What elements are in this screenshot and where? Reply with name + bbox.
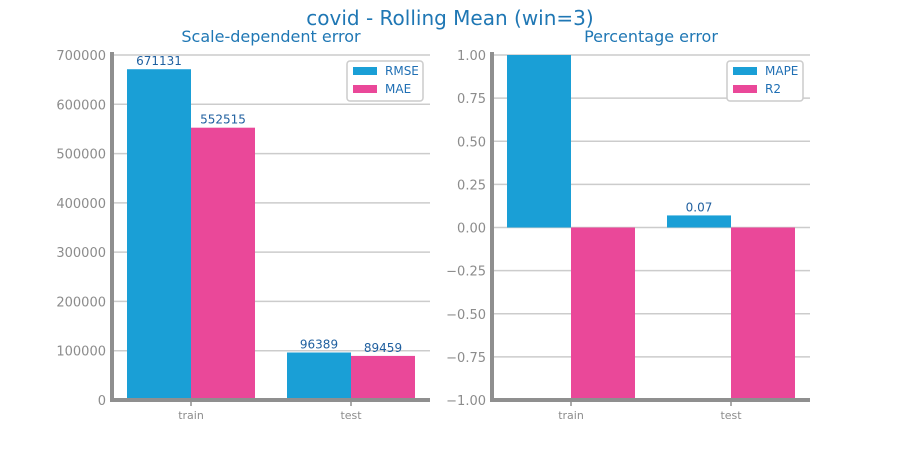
bar-mae-train (191, 127, 255, 401)
bar-r2-test (731, 227, 795, 400)
y-tick-label: 100000 (56, 345, 106, 360)
data-label: 552515 (200, 113, 246, 127)
bar-mae-test (351, 355, 415, 400)
y-tick-label: 200000 (56, 295, 106, 310)
legend-swatch (733, 67, 757, 75)
x-tick-label: test (720, 409, 742, 422)
y-tick-label: 0.25 (457, 178, 486, 193)
data-label: 0.07 (686, 200, 713, 214)
y-tick-label: 1.00 (457, 49, 486, 64)
legend: RMSE MAE (346, 60, 424, 102)
bar-rmse-test (287, 352, 351, 400)
legend-label: RMSE (385, 64, 419, 78)
chart-title: Percentage error (584, 27, 718, 46)
bar-rmse-train (127, 69, 191, 400)
legend-label: MAPE (765, 64, 798, 78)
legend-swatch (353, 85, 377, 93)
percentage-error-chart: Percentage error −1.00 −0.75 −0.50 −0.25 0.0… (446, 27, 810, 422)
y-tick-label: −0.50 (446, 308, 486, 323)
y-tick-label: −1.00 (446, 394, 486, 409)
y-tick-label: 0.50 (457, 135, 486, 150)
legend-swatch (733, 85, 757, 93)
y-tick-label: −0.25 (446, 265, 486, 280)
x-tick-label: test (340, 409, 362, 422)
y-tick-label: 300000 (56, 246, 106, 261)
y-tick-label: 0.00 (457, 222, 486, 237)
bar-r2-train (571, 227, 635, 400)
y-tick-label: 600000 (56, 98, 106, 113)
data-label: 89459 (364, 341, 402, 355)
legend-label: R2 (765, 82, 781, 96)
y-tick-label: −0.75 (446, 351, 486, 366)
x-tick-label: train (178, 409, 204, 422)
bar-mape-test (667, 215, 731, 228)
y-tick-label: 700000 (56, 49, 106, 64)
legend-label: MAE (385, 82, 411, 96)
data-label: 671131 (136, 54, 182, 68)
bar-mape-train (507, 55, 571, 228)
legend-swatch (353, 67, 377, 75)
data-label: 96389 (300, 337, 338, 351)
legend: MAPE R2 (726, 60, 804, 102)
chart-title: Scale-dependent error (181, 27, 361, 46)
y-tick-label: 400000 (56, 197, 106, 212)
x-tick-label: train (558, 409, 584, 422)
figure-title: covid - Rolling Mean (win=3) (306, 6, 593, 30)
y-tick-label: 0.75 (457, 92, 486, 107)
scale-error-chart: Scale-dependent error 0 100000 200000 30000… (56, 27, 430, 422)
y-tick-label: 500000 (56, 148, 106, 163)
y-tick-label: 0 (98, 394, 106, 409)
